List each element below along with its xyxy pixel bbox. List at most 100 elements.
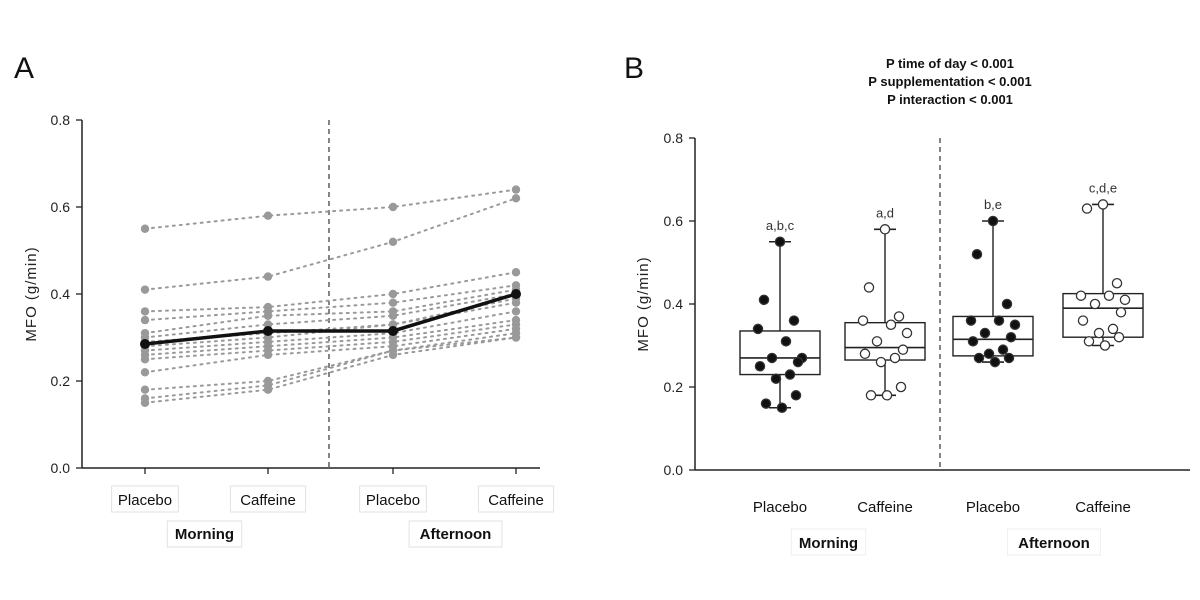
individual-point bbox=[140, 368, 150, 377]
category-label: Placebo bbox=[966, 499, 1020, 516]
individual-point bbox=[388, 202, 398, 212]
y-tick-label: 0.2 bbox=[51, 373, 71, 389]
box bbox=[952, 315, 1034, 357]
data-point bbox=[754, 360, 766, 372]
data-point bbox=[1081, 203, 1093, 214]
individual-point bbox=[140, 355, 150, 364]
individual-line bbox=[144, 323, 517, 361]
box bbox=[739, 330, 821, 376]
significance-label: a,d bbox=[876, 205, 894, 220]
individual-point bbox=[140, 398, 150, 407]
data-point bbox=[758, 294, 770, 306]
data-point bbox=[1089, 298, 1101, 310]
data-point bbox=[857, 315, 869, 326]
group-label-box bbox=[790, 528, 867, 556]
data-point bbox=[871, 336, 883, 347]
data-point bbox=[901, 327, 913, 339]
y-tick-label: 0.8 bbox=[664, 130, 684, 146]
data-point bbox=[780, 336, 792, 347]
data-point bbox=[1093, 327, 1105, 339]
data-point bbox=[1119, 294, 1131, 306]
data-point bbox=[1005, 331, 1017, 343]
mean-point bbox=[263, 325, 273, 336]
individual-point bbox=[388, 350, 398, 360]
mean-line bbox=[144, 292, 517, 346]
individual-point bbox=[511, 307, 521, 316]
data-point bbox=[989, 356, 1001, 368]
data-point bbox=[983, 348, 995, 360]
individual-line bbox=[144, 284, 517, 322]
data-point bbox=[752, 323, 764, 335]
panel-b-label: B bbox=[624, 52, 644, 85]
individual-point bbox=[140, 307, 150, 316]
category-label-box bbox=[111, 485, 179, 513]
category-label: Placebo bbox=[753, 499, 807, 516]
individual-point bbox=[263, 350, 273, 360]
y-tick-label: 0.2 bbox=[664, 379, 684, 395]
category-label: Caffeine bbox=[857, 499, 913, 516]
data-point bbox=[885, 319, 897, 330]
individual-point bbox=[140, 315, 150, 325]
data-point bbox=[875, 356, 887, 368]
y-tick-label: 0.8 bbox=[51, 112, 71, 128]
data-point bbox=[1077, 315, 1089, 326]
data-point bbox=[859, 348, 871, 360]
individual-point bbox=[511, 185, 521, 194]
data-point bbox=[1009, 319, 1021, 330]
group-label: Afternoon bbox=[420, 526, 492, 543]
data-point bbox=[993, 315, 1005, 326]
data-point bbox=[760, 398, 772, 409]
individual-point bbox=[263, 311, 273, 320]
individual-point bbox=[511, 194, 521, 203]
individual-point bbox=[140, 224, 150, 233]
data-point bbox=[1003, 352, 1015, 364]
individual-point bbox=[263, 211, 273, 220]
data-point bbox=[1107, 323, 1119, 335]
data-point bbox=[776, 402, 788, 413]
individual-point bbox=[140, 385, 150, 394]
data-point bbox=[1103, 290, 1115, 301]
data-point bbox=[987, 215, 999, 227]
data-point bbox=[766, 352, 778, 364]
individual-line bbox=[144, 336, 517, 404]
individual-line bbox=[144, 288, 517, 335]
group-label-box bbox=[408, 520, 503, 548]
significance-label: b,e bbox=[984, 197, 1002, 212]
data-point bbox=[897, 344, 909, 355]
individual-point bbox=[511, 298, 521, 307]
data-point bbox=[792, 356, 804, 368]
mean-point bbox=[388, 325, 398, 336]
y-tick-label: 0.0 bbox=[664, 462, 684, 478]
individual-point bbox=[263, 385, 273, 394]
y-tick-label: 0.4 bbox=[51, 286, 71, 302]
box bbox=[844, 321, 926, 361]
group-label: Afternoon bbox=[1018, 535, 1090, 552]
individual-point bbox=[511, 268, 521, 277]
data-point bbox=[774, 236, 786, 247]
individual-line bbox=[144, 297, 517, 343]
data-point bbox=[770, 373, 782, 384]
panel-a: 0.0 0.2 0.4 0.6 0.8 MFO (g/min) Placebo Caffein… bbox=[23, 112, 555, 548]
individual-point bbox=[263, 272, 273, 281]
significance-label: a,b,c bbox=[766, 218, 795, 233]
individual-line bbox=[144, 197, 517, 291]
individual-line bbox=[144, 327, 517, 374]
individual-line bbox=[144, 336, 517, 400]
category-label: Caffeine bbox=[240, 492, 296, 509]
individual-line bbox=[144, 188, 517, 230]
data-point bbox=[788, 315, 800, 326]
data-point bbox=[1097, 199, 1109, 210]
data-point bbox=[790, 390, 802, 401]
data-point bbox=[965, 315, 977, 326]
significance-label: c,d,e bbox=[1089, 180, 1117, 195]
category-label-box bbox=[359, 485, 427, 513]
y-tick-label: 0.4 bbox=[664, 296, 684, 312]
data-point bbox=[881, 390, 893, 401]
y-tick-label: 0.6 bbox=[51, 199, 71, 215]
individual-point bbox=[388, 237, 398, 246]
stat-text: P interaction < 0.001 bbox=[887, 92, 1013, 107]
data-point bbox=[967, 336, 979, 347]
individual-point bbox=[388, 311, 398, 320]
data-point bbox=[863, 282, 875, 293]
individual-point bbox=[140, 285, 150, 294]
